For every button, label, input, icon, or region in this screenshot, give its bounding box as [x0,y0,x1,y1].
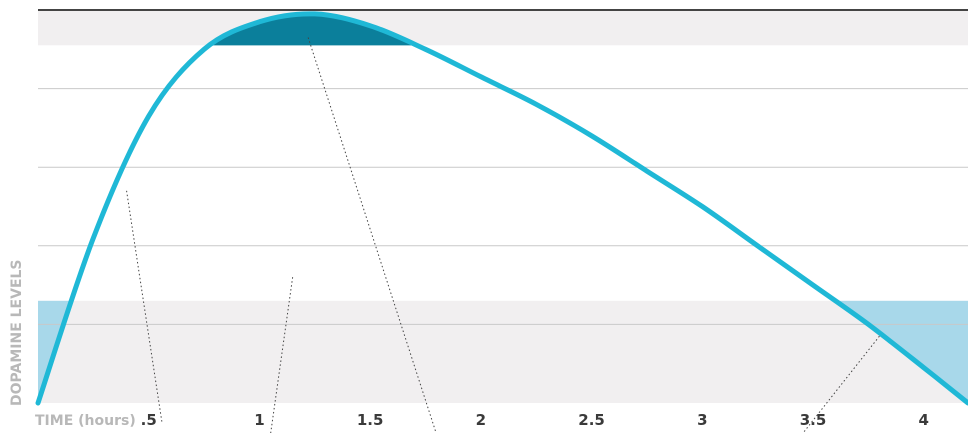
x-tick-label: 3 [697,411,707,429]
callout-lines [126,37,880,433]
callout-line-3 [307,37,437,433]
x-tick-label: 4 [918,411,928,429]
y-axis-title: DOPAMINE LEVELS [9,259,25,406]
lower-band [38,300,968,403]
x-tick-label: 3.5 [800,411,827,429]
x-tick-label: .5 [141,411,157,429]
x-tick-labels: .5 1 1.5 2 2.5 3 3.5 4 [141,411,929,429]
series-line [35,11,968,406]
x-tick-label: 1.5 [357,411,384,429]
callout-line-2 [270,277,294,433]
upper-band [38,10,968,46]
x-tick-label: 1 [254,411,264,429]
callout-line-4 [802,335,880,433]
x-axis-title: TIME (hours) [35,413,136,429]
middle-band [38,45,968,301]
callout-line-1 [126,190,163,423]
x-tick-label: 2.5 [578,411,605,429]
x-tick-label: 2 [476,411,486,429]
